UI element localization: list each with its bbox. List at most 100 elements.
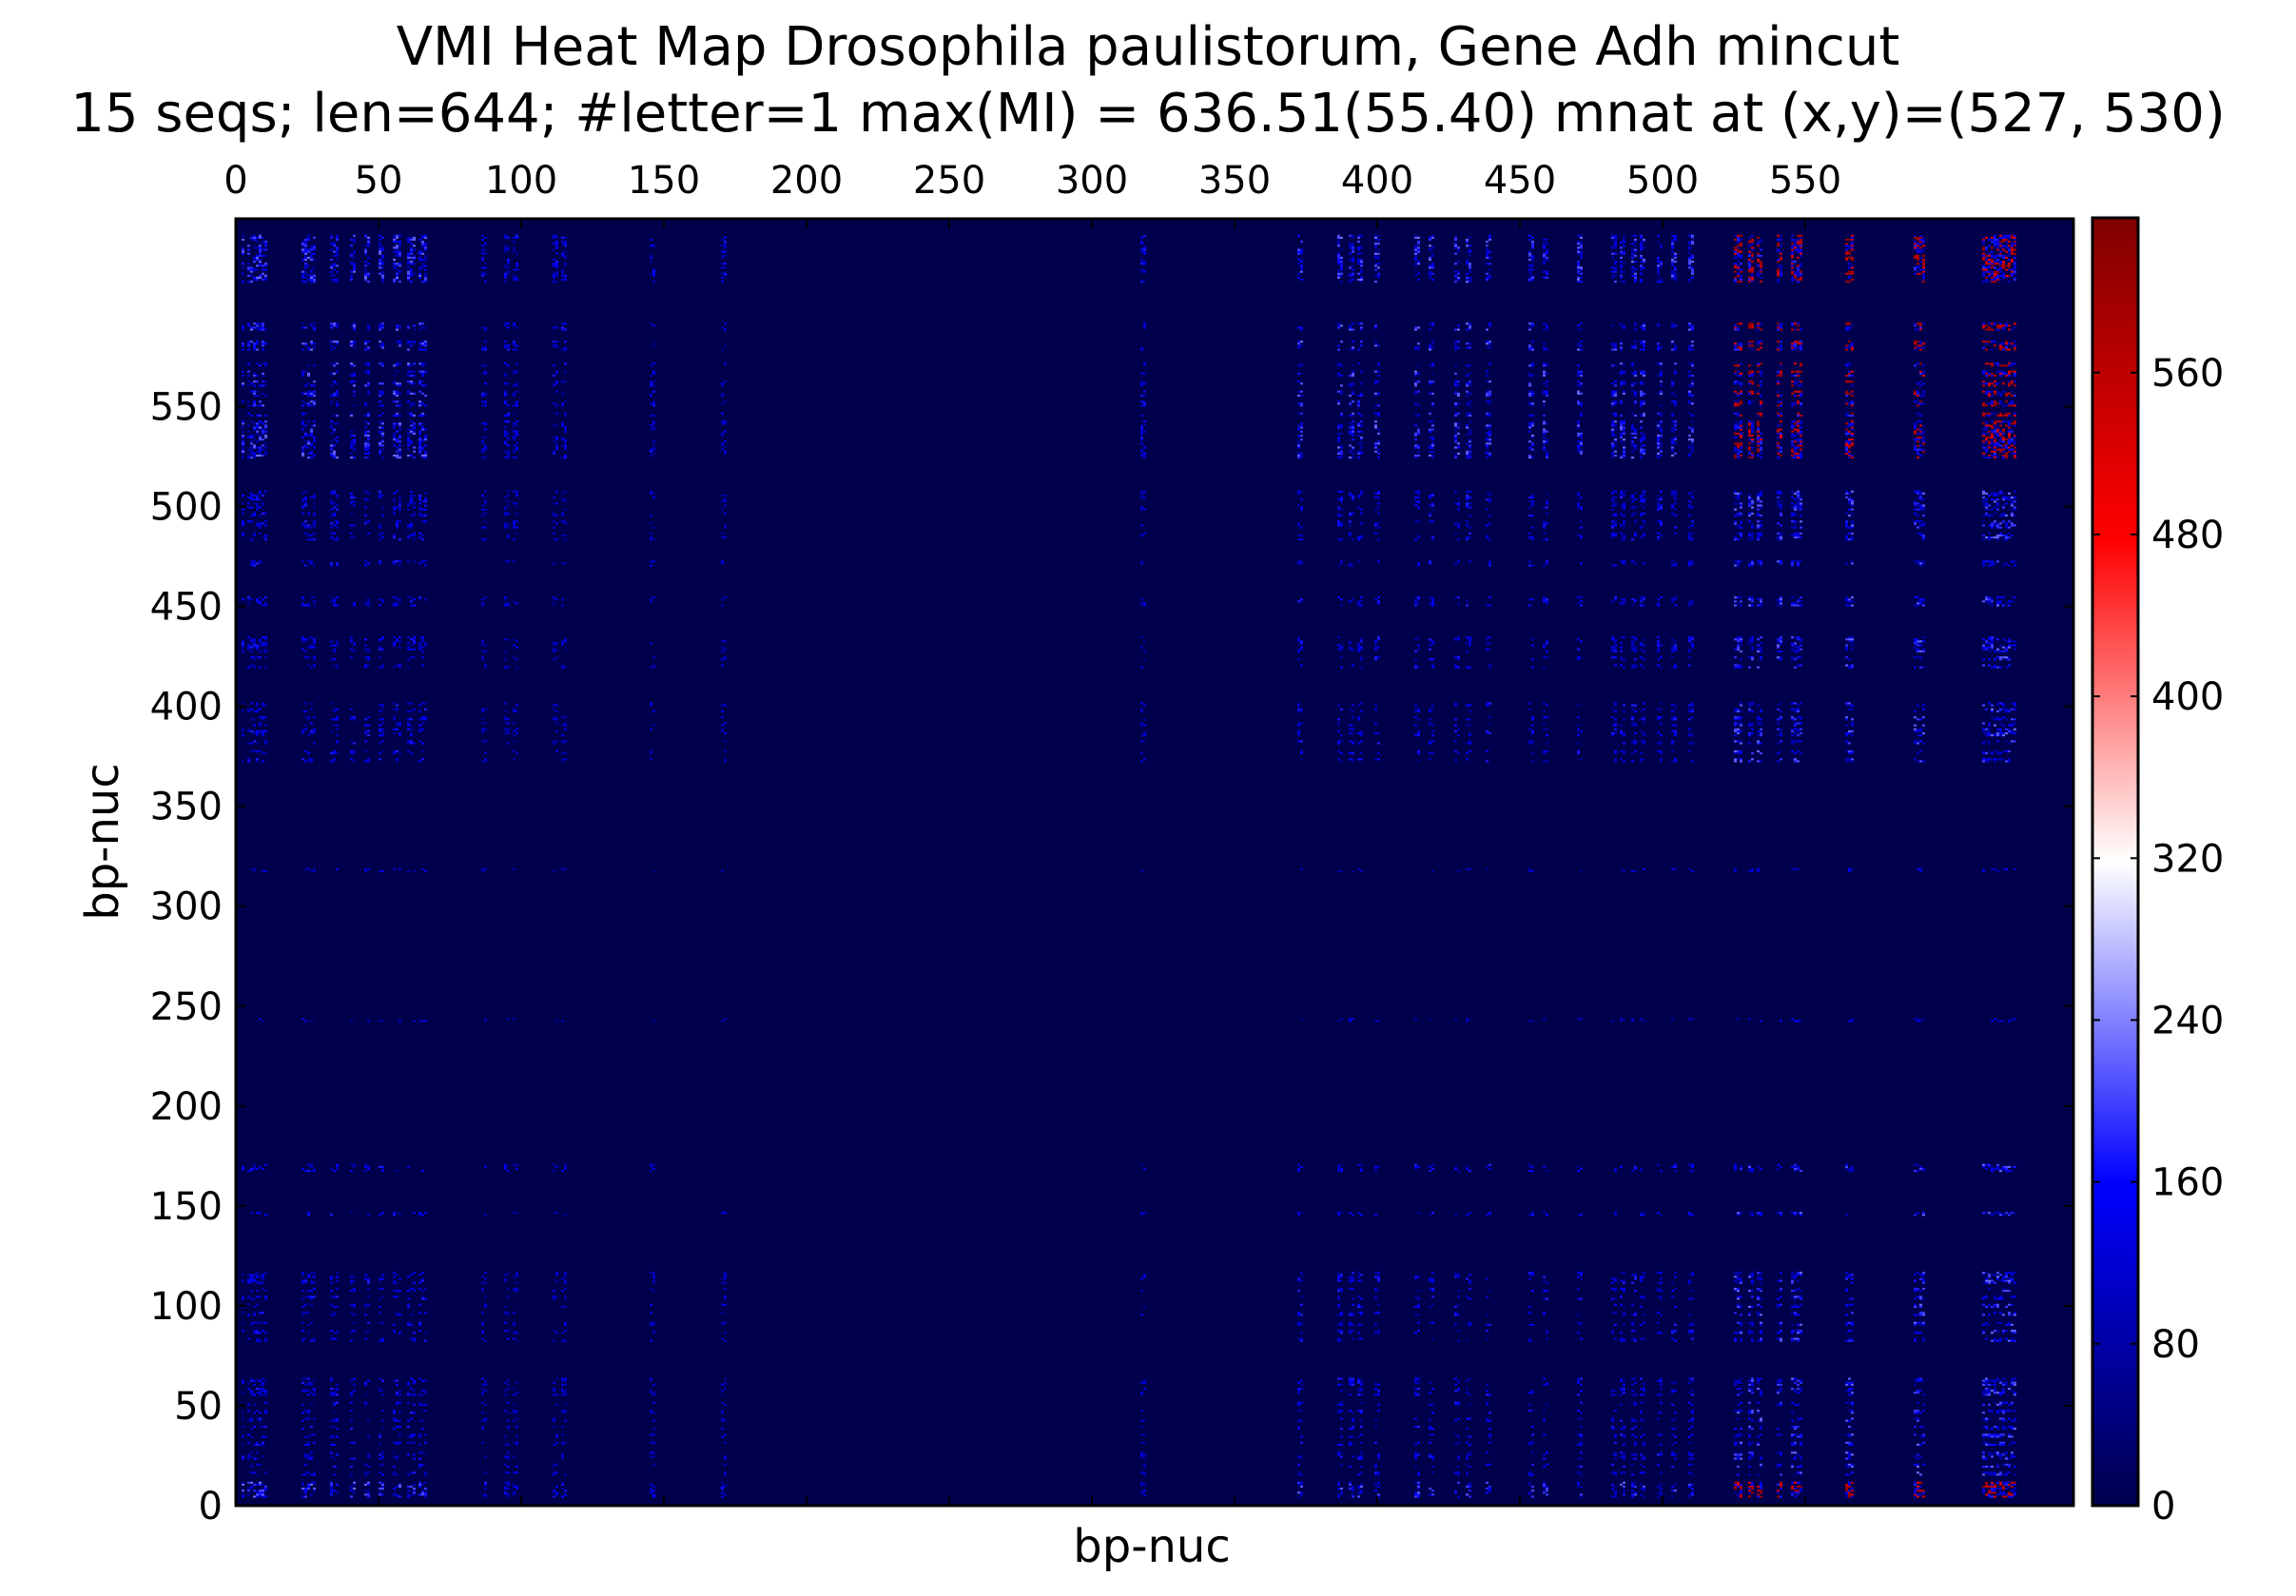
heatmap-cell	[561, 1377, 564, 1380]
heatmap-cell	[1417, 710, 1420, 712]
heatmap-cell	[307, 512, 310, 515]
heatmap-cell	[1377, 1312, 1380, 1314]
heatmap-cell	[1352, 1018, 1354, 1021]
heatmap-cell	[350, 434, 353, 438]
heatmap-cell	[330, 448, 333, 451]
heatmap-cell	[413, 1441, 416, 1444]
heatmap-cell	[350, 708, 353, 710]
heatmap-cell	[507, 560, 510, 563]
heatmap-cell	[1300, 268, 1303, 271]
heatmap-cell	[564, 666, 567, 669]
heatmap-cell	[561, 1390, 564, 1392]
heatmap-cell	[1349, 1323, 1352, 1326]
heatmap-cell	[264, 426, 267, 429]
heatmap-cell	[256, 446, 259, 449]
heatmap-cell	[561, 642, 564, 645]
heatmap-cell	[256, 704, 259, 707]
heatmap-cell	[253, 434, 256, 438]
heatmap-cell	[1349, 1312, 1352, 1314]
heatmap-cell	[652, 1330, 655, 1333]
heatmap-cell	[650, 728, 652, 730]
heatmap-cell	[555, 1491, 558, 1494]
heatmap-cell	[1360, 263, 1363, 265]
heatmap-cell	[336, 1428, 339, 1431]
heatmap-cell	[253, 562, 256, 565]
heatmap-cell	[242, 444, 244, 447]
heatmap-cell	[407, 1305, 410, 1309]
heatmap-cell	[1352, 261, 1354, 263]
heatmap-cell	[399, 1020, 401, 1022]
heatmap-cell	[1360, 382, 1363, 385]
heatmap-cell	[1349, 244, 1352, 247]
heatmap-cell	[330, 259, 333, 262]
heatmap-cell	[1337, 268, 1340, 271]
heatmap-cell	[364, 442, 367, 445]
heatmap-cell	[650, 254, 652, 257]
heatmap-cell	[1414, 734, 1417, 737]
heatmap-cell	[410, 281, 413, 283]
heatmap-cell	[1431, 704, 1434, 707]
heatmap-cell	[399, 502, 401, 505]
heatmap-cell	[721, 1435, 724, 1438]
heatmap-cell	[413, 362, 416, 365]
heatmap-cell	[256, 1410, 259, 1412]
heatmap-cell	[393, 1295, 396, 1298]
heatmap-cell	[424, 1473, 427, 1476]
heatmap-cell	[396, 596, 399, 599]
heatmap-cell	[410, 740, 413, 743]
heatmap-cell	[256, 498, 259, 501]
heatmap-cell	[1340, 1287, 1343, 1291]
heatmap-cell	[1377, 1495, 1380, 1498]
heatmap-cell	[1349, 1428, 1352, 1431]
heatmap-cell	[399, 422, 401, 425]
heatmap-cell	[396, 263, 399, 265]
heatmap-cell	[302, 1167, 304, 1171]
heatmap-cell	[553, 598, 555, 601]
heatmap-cell	[507, 326, 510, 329]
heatmap-cell	[1417, 346, 1420, 349]
heatmap-cell	[1360, 1381, 1363, 1384]
heatmap-cell	[313, 1488, 316, 1490]
heatmap-cell	[553, 402, 555, 405]
heatmap-cell	[410, 1388, 413, 1391]
heatmap-cell	[396, 524, 399, 527]
heatmap-cell	[553, 1339, 555, 1342]
heatmap-cell	[247, 730, 250, 732]
heatmap-cell	[364, 276, 367, 280]
heatmap-cell	[262, 718, 264, 721]
heatmap-cell	[424, 1493, 427, 1496]
heatmap-cell	[396, 728, 399, 730]
heatmap-cell	[333, 1170, 336, 1173]
heatmap-cell	[1337, 322, 1340, 325]
heatmap-cell	[407, 504, 410, 507]
heatmap-cell	[330, 644, 333, 647]
heatmap-cell	[353, 1314, 356, 1316]
heatmap-cell	[564, 1473, 567, 1476]
heatmap-cell	[561, 666, 564, 669]
heatmap-cell	[396, 1401, 399, 1404]
heatmap-cell	[555, 1463, 558, 1466]
heatmap-cell	[399, 1485, 401, 1489]
heatmap-cell	[484, 1303, 487, 1306]
heatmap-cell	[513, 394, 516, 397]
heatmap-cell	[407, 380, 410, 383]
heatmap-cell	[424, 276, 427, 280]
heatmap-cell	[553, 562, 555, 565]
heatmap-cell	[242, 508, 244, 511]
heatmap-cell	[724, 1419, 727, 1422]
heatmap-cell	[1431, 1493, 1434, 1496]
heatmap-cell	[393, 380, 396, 383]
heatmap-cell	[307, 1410, 310, 1412]
heatmap-cell	[333, 604, 336, 607]
heatmap-cell	[481, 760, 484, 763]
heatmap-cell	[364, 638, 367, 641]
heatmap-cell	[393, 1323, 396, 1326]
heatmap-cell	[247, 1277, 250, 1280]
heatmap-cell	[724, 760, 727, 763]
heatmap-cell	[1374, 1425, 1377, 1429]
heatmap-cell	[418, 644, 421, 647]
heatmap-cell	[242, 1165, 244, 1168]
heatmap-cell	[262, 1393, 264, 1396]
heatmap-cell	[555, 1212, 558, 1215]
heatmap-cell	[564, 867, 567, 870]
